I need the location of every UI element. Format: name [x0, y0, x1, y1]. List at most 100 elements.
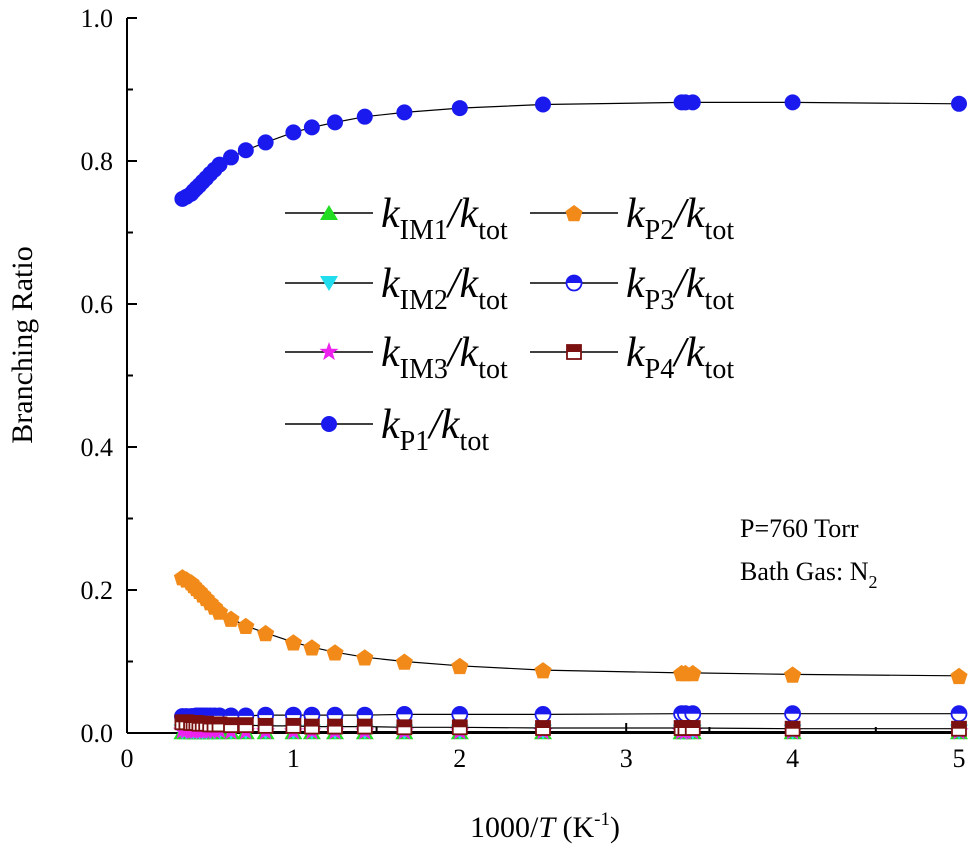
legend-label-part: IM3	[400, 354, 448, 385]
data-point	[951, 720, 967, 737]
series-layer	[172, 94, 969, 740]
data-point	[395, 653, 413, 670]
legend-label-part: k	[381, 402, 401, 448]
legend-label-part: k	[381, 191, 401, 237]
data-point	[684, 720, 701, 736]
data-point	[257, 717, 274, 734]
legend-label-part: tot	[705, 354, 735, 385]
data-point	[684, 94, 701, 111]
legend-marker	[321, 416, 337, 432]
data-point	[303, 639, 321, 656]
x-axis-title-unit-close: )	[610, 811, 620, 844]
x-tick-label: 4	[786, 744, 799, 773]
data-point	[222, 610, 240, 627]
bath-gas-text: Bath Gas: N	[740, 557, 869, 586]
data-point	[534, 706, 552, 723]
legend-label-part: P1	[400, 426, 430, 457]
x-axis-title-prefix: 1000/	[470, 811, 539, 844]
data-point	[327, 114, 343, 131]
series-line-kP2	[182, 576, 960, 677]
bath-gas-subscript: 2	[869, 572, 878, 592]
legend-label-part: /k	[446, 261, 480, 307]
legend-marker	[566, 344, 582, 360]
legend-marker	[565, 205, 583, 222]
x-tick-label: 3	[620, 744, 633, 773]
data-point	[784, 666, 802, 683]
legend-label-part: P3	[645, 285, 675, 316]
x-axis-title-unit-sup: -1	[594, 809, 610, 830]
legend-label-part: /k	[446, 191, 480, 237]
legend-item-kP3: kP3/ktot	[530, 261, 734, 316]
data-point	[257, 134, 274, 151]
data-point	[534, 662, 552, 679]
data-point	[784, 720, 801, 737]
data-point	[784, 705, 801, 723]
legend-label-part: k	[381, 261, 401, 307]
data-point	[326, 644, 344, 661]
legend-label: kP4/ktot	[626, 330, 734, 385]
data-point	[451, 100, 468, 117]
legend-item-kIM3: kIM3/ktot	[285, 330, 508, 385]
data-point	[535, 96, 551, 113]
x-tick-label: 0	[121, 744, 134, 773]
legend-item-kP2: kP2/ktot	[530, 191, 734, 246]
data-point	[356, 108, 373, 125]
legend-label-part: IM1	[400, 215, 448, 246]
data-point	[211, 156, 228, 173]
axes: 0.0 0.2 0.4 0.6 0.8 1.0 0 1 2 3 4 5	[81, 4, 966, 773]
data-point	[396, 104, 413, 121]
legend-label-part: k	[381, 330, 401, 376]
legend-label-part: tot	[460, 426, 490, 457]
data-point	[950, 667, 968, 685]
legend-label-part: /k	[672, 261, 706, 307]
data-point	[356, 718, 373, 735]
x-tick-label: 1	[287, 744, 300, 773]
data-point	[285, 124, 302, 141]
legend-label-part: IM2	[400, 285, 448, 316]
data-point	[396, 719, 413, 736]
legend-label-part: k	[626, 261, 646, 307]
legend-label-part: tot	[705, 285, 735, 316]
data-point	[257, 624, 275, 642]
y-tick-label: 0.6	[81, 290, 114, 319]
data-point	[237, 717, 254, 734]
legend-label: kIM3/ktot	[381, 330, 508, 385]
legend-label: kP1/ktot	[381, 402, 489, 457]
y-tick-label: 0.0	[81, 719, 114, 748]
legend-label-part: tot	[478, 215, 508, 246]
legend-marker	[565, 274, 583, 292]
data-point	[303, 119, 320, 136]
legend-label-part: P2	[645, 215, 675, 246]
data-point	[285, 717, 302, 734]
legend-label-part: /k	[427, 402, 461, 448]
data-point	[451, 719, 468, 736]
y-tick-label: 0.4	[81, 433, 114, 462]
x-axis-title-unit-open: (K	[555, 811, 594, 844]
data-point	[784, 94, 801, 111]
x-axis-title-var: T	[538, 811, 557, 844]
legend-label-part: tot	[705, 215, 735, 246]
legend-label: kIM1/ktot	[381, 191, 508, 246]
x-tick-label: 2	[453, 744, 466, 773]
legend-label-part: tot	[478, 354, 508, 385]
legend-label-part: k	[626, 191, 646, 237]
legend-item-kP4: kP4/ktot	[530, 330, 734, 385]
data-point	[951, 95, 967, 112]
y-tick-label: 1.0	[81, 4, 114, 33]
legend-marker	[320, 276, 338, 291]
legend-label: kP2/ktot	[626, 191, 734, 246]
series-kP2	[173, 569, 968, 685]
legend-label-part: /k	[446, 330, 480, 376]
legend-item-kP1: kP1/ktot	[285, 402, 489, 457]
data-point	[356, 649, 374, 666]
y-tick-label: 0.2	[81, 576, 114, 605]
pressure-annotation: P=760 Torr	[740, 514, 859, 543]
y-tick-label: 0.8	[81, 147, 114, 176]
data-point	[211, 603, 229, 620]
legend-label-part: k	[626, 330, 646, 376]
legend-label-part: /k	[672, 191, 706, 237]
data-point	[284, 634, 302, 651]
data-point	[223, 717, 239, 734]
data-point	[303, 718, 320, 735]
